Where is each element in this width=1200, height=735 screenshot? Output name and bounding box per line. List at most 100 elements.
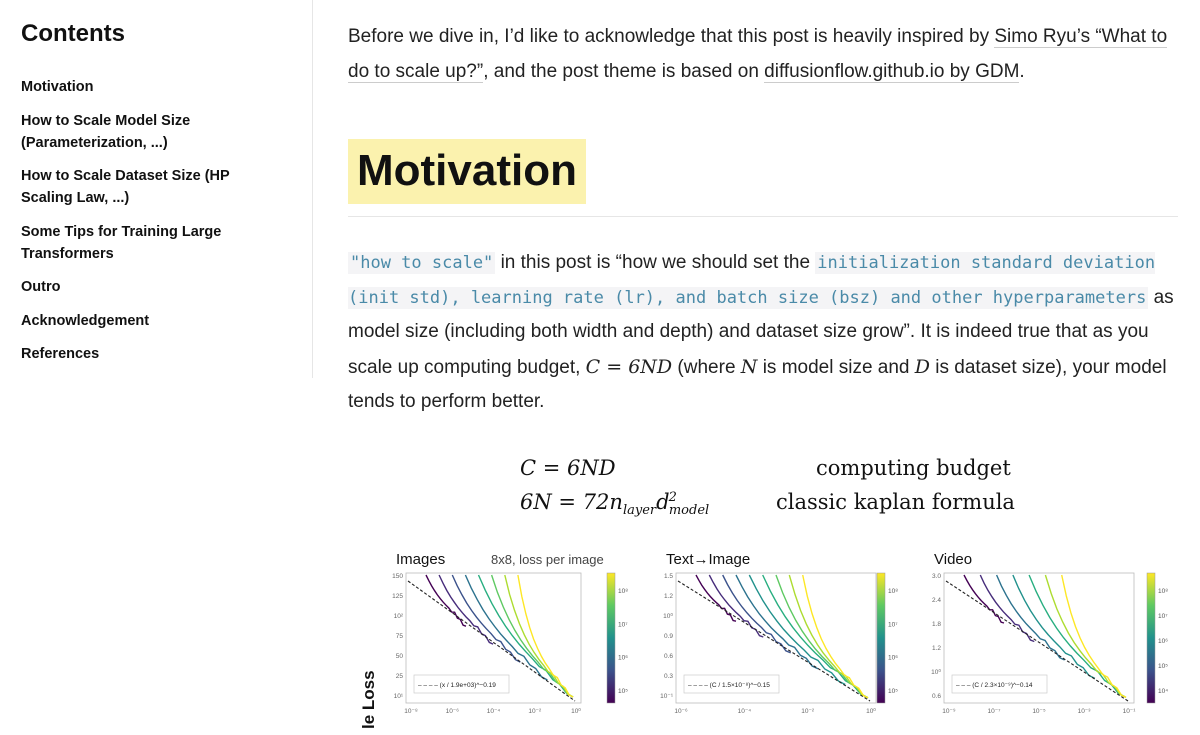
toc-item-dataset-size[interactable]: How to Scale Dataset Size (HP Scaling La… <box>21 168 230 206</box>
loss-curve <box>788 574 869 699</box>
diffusionflow-link[interactable]: diffusionflow.github.io by GDM <box>764 60 1020 83</box>
loss-curve <box>995 574 1065 661</box>
toc-item-motivation[interactable]: Motivation <box>21 79 94 95</box>
colorbar-tick-label: 10⁴ <box>1158 688 1168 695</box>
x-tick-label: 10⁻² <box>801 708 815 715</box>
x-tick-label: 10⁻⁴ <box>738 708 752 715</box>
intro-text-2: , and the post theme is based on <box>483 60 765 82</box>
colorbar <box>876 572 886 704</box>
colorbar-tick-label: 10⁶ <box>618 655 628 662</box>
panel-legend-text: – – – (C / 2.3×10⁻⁹)^−0.14 <box>956 682 1033 689</box>
y-tick-label: 1.5 <box>664 573 673 580</box>
intro-text-1: Before we dive in, I’d like to acknowled… <box>348 26 995 47</box>
colorbar-tick-label: 10⁵ <box>888 688 898 695</box>
x-tick-label: 10⁻⁷ <box>987 708 1001 715</box>
motivation-paragraph: "how to scale" in this post is “how we s… <box>348 246 1178 420</box>
panel-legend-box <box>683 674 780 694</box>
math-compute-budget: C = 6ND <box>585 355 673 378</box>
formula-eq-2: 6N = 72nlayerd2model <box>520 490 709 518</box>
y-tick-label: 1.8 <box>932 621 941 628</box>
y-tick-label: 25 <box>396 673 404 680</box>
x-tick-label: 10⁻⁸ <box>404 708 418 715</box>
y-tick-label: 1.2 <box>664 593 673 600</box>
toc-item-acknowledgement[interactable]: Acknowledgement <box>21 312 150 329</box>
x-tick-label: 10⁻² <box>528 708 542 715</box>
body-text-2: as model size (including both width and … <box>348 286 1174 378</box>
body-text-4: is model size and <box>757 356 915 378</box>
panel-title: Images <box>396 551 445 568</box>
loss-curve <box>1044 574 1127 699</box>
y-tick-label: 10⁰ <box>663 612 673 620</box>
x-tick-label: 10⁻³ <box>1078 708 1092 715</box>
x-tick-label: 10⁻⁶ <box>446 708 460 715</box>
panel-legend-box <box>413 674 510 694</box>
panel-2: Text→Image 1.5 1.2 10⁰ 0.9 0.6 0.3 10⁻¹ 10⁻⁶ 10⁻⁴… <box>660 551 898 715</box>
colorbar-tick-label: 10⁷ <box>888 621 898 628</box>
x-tick-label: 10⁻⁹ <box>942 708 956 715</box>
intro-text-3: . <box>1019 60 1025 82</box>
simo-ryu-link[interactable]: Simo Ryu’s “What to do to scale up?” <box>348 26 1168 83</box>
colorbar-tick-label: 10⁶ <box>1158 638 1168 645</box>
toc-title: Contents <box>21 20 125 47</box>
panel-1: Images 8x8, loss per image 150 125 10² 75 50 25… <box>392 551 628 715</box>
scaling-law-figure: Images 8x8, loss per image 150 125 10² 75 50 25… <box>362 545 1172 730</box>
heading-divider <box>348 216 1178 217</box>
colorbar <box>1146 572 1156 704</box>
loss-curve <box>504 574 574 698</box>
loss-curve <box>451 574 521 663</box>
formula-desc-2: classic kaplan formula <box>776 490 1015 514</box>
colorbar-tick-label: 10⁷ <box>618 621 628 628</box>
scaling-law-plots-svg: Images 8x8, loss per image 150 125 10² 75 50 25… <box>392 551 1168 715</box>
panel-axes-frame <box>943 572 1135 704</box>
y-tick-label: 75 <box>396 633 404 640</box>
formula-eq-1: C = 6ND <box>520 456 616 480</box>
colorbar-tick-label: 10⁷ <box>1158 613 1168 620</box>
panel-legend-text: – – – – (C / 1.5×10⁻⁸)^−0.15 <box>688 682 770 689</box>
x-tick-label: 10⁻⁴ <box>487 708 501 715</box>
toc-item-training-tips[interactable]: Some Tips for Training Large Transformer… <box>21 223 222 262</box>
y-tick-label: 10⁻¹ <box>660 693 674 700</box>
colorbar-tick-label: 10⁸ <box>888 588 898 595</box>
y-tick-label: 0.6 <box>932 693 941 700</box>
loss-curve <box>1061 574 1127 699</box>
body-text-5: is dataset size), your model tends to pe… <box>348 356 1167 413</box>
panel-axes-frame <box>405 572 582 704</box>
y-tick-label: 1.2 <box>932 645 941 652</box>
loss-curve <box>735 574 819 670</box>
panel-subtitle: 8x8, loss per image <box>491 552 604 567</box>
y-tick-label: 0.6 <box>664 653 673 660</box>
y-tick-label: 150 <box>392 573 403 580</box>
x-tick-label: 10⁻⁶ <box>674 708 688 715</box>
power-law-frontier <box>945 580 1129 702</box>
formula-eq-2-sub-model: model <box>668 503 710 519</box>
toc-item-outro[interactable]: Outro <box>21 279 61 295</box>
panel-title: Text→Image <box>666 551 750 568</box>
y-tick-label: 2.4 <box>932 597 941 604</box>
panel-legend-box <box>951 674 1048 694</box>
y-tick-label: 50 <box>396 653 404 660</box>
formula-eq-2-sup: 2 <box>668 490 677 505</box>
inline-code-how-to-scale: "how to scale" <box>348 252 496 274</box>
panel-title: Video <box>934 551 972 568</box>
x-tick-label: 10⁻¹ <box>1123 708 1137 715</box>
colorbar-tick-label: 10⁸ <box>1158 588 1168 595</box>
figure-y-axis-label: le Loss <box>359 665 380 730</box>
loss-curve <box>748 574 846 686</box>
panel-axes-frame <box>675 572 877 704</box>
toc-item-model-size[interactable]: How to Scale Model Size (Parameterizatio… <box>21 112 191 151</box>
colorbar <box>606 572 616 704</box>
formula-block: C = 6ND computing budget 6N = 72nlayerd2… <box>348 456 1178 526</box>
loss-curve <box>722 574 791 654</box>
x-tick-label: 10⁰ <box>866 707 876 715</box>
loss-curve <box>802 574 869 699</box>
y-tick-label: 3.0 <box>932 573 941 580</box>
y-tick-label: 10⁰ <box>931 668 941 676</box>
formula-eq-2-d: d <box>656 490 670 514</box>
loss-curve <box>695 574 737 622</box>
power-law-frontier <box>677 580 871 702</box>
loss-curve <box>1012 574 1096 680</box>
toc-item-references[interactable]: References <box>21 346 100 362</box>
colorbar-tick-label: 10⁵ <box>618 688 628 695</box>
math-n: N <box>740 355 758 378</box>
colorbar-tick-label: 10⁶ <box>888 655 898 662</box>
